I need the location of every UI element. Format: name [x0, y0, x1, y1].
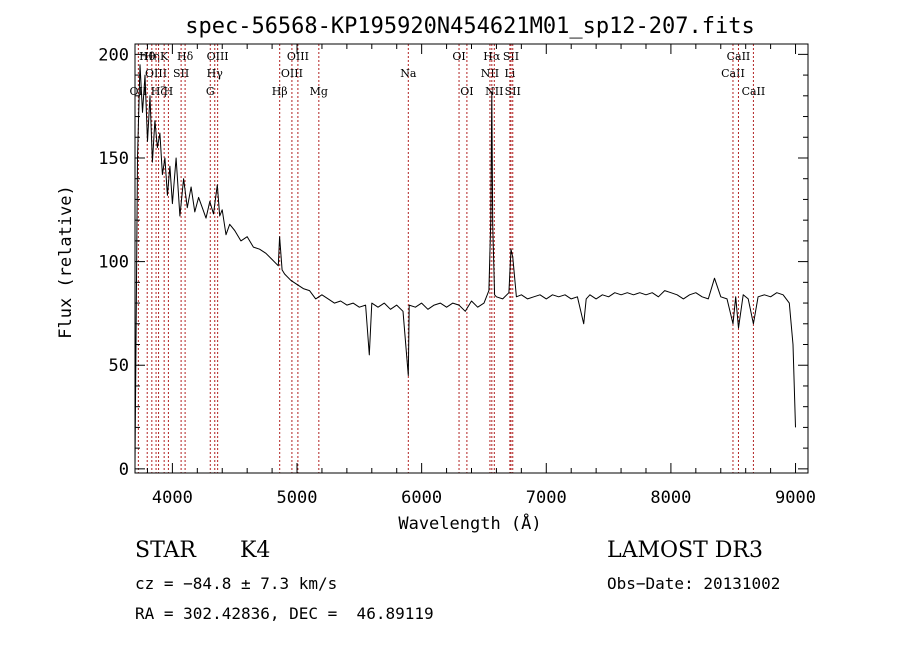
survey-name: LAMOST DR3: [607, 538, 763, 563]
marker-label: Na: [400, 67, 417, 80]
object-subclass: K4: [240, 538, 271, 563]
observation-date: Obs−Date: 20131002: [607, 574, 781, 593]
y-tick-label: 200: [98, 45, 129, 65]
marker-label: Hα: [483, 50, 501, 63]
x-tick-label: 7000: [526, 488, 567, 508]
marker-label: OI: [452, 50, 465, 63]
x-tick-label: 5000: [277, 488, 318, 508]
marker-label: SII: [503, 50, 519, 63]
marker-label: OIII: [287, 50, 309, 63]
x-tick-label: 6000: [401, 488, 442, 508]
marker-label: SII: [173, 67, 189, 80]
spectrum-line: [134, 64, 796, 465]
marker-label: Hη: [144, 50, 160, 63]
marker-label: G: [206, 85, 215, 98]
marker-label: Li: [504, 67, 515, 80]
y-axis-label: Flux (relative): [56, 185, 76, 339]
coordinates-text: RA = 302.42836, DEC = 46.89119: [135, 604, 434, 623]
marker-label: CaII: [721, 67, 745, 80]
marker-label: CaII: [742, 85, 766, 98]
marker-label: OIII: [145, 67, 167, 80]
object-class: STAR: [135, 538, 196, 563]
marker-label: OIII: [207, 50, 229, 63]
y-tick-label: 50: [109, 356, 129, 376]
marker-label: OI: [460, 85, 473, 98]
plot-area: [134, 64, 796, 465]
marker-label: H: [164, 85, 174, 98]
x-tick-label: 4000: [152, 488, 193, 508]
marker-label: K: [160, 50, 169, 63]
plot-frame: [134, 43, 809, 474]
chart-title: spec-56568-KP195920N454621M01_sp12-207.f…: [185, 14, 755, 39]
marker-label: CaII: [727, 50, 751, 63]
marker-label: Hγ: [207, 67, 224, 80]
line-markers: OIIHθHηOIIIHζKHSIIHδGHγOIIIHβOIIIOIIIMgN…: [130, 44, 766, 473]
x-tick-label: 9000: [775, 488, 816, 508]
y-tick-label: 100: [98, 253, 129, 273]
marker-label: Hβ: [272, 85, 288, 98]
marker-label: NII: [485, 85, 503, 98]
x-axis-label: Wavelength (Å): [398, 512, 541, 534]
y-tick-label: 0: [119, 460, 129, 480]
marker-label: OIII: [281, 67, 303, 80]
marker-label: Mg: [310, 85, 328, 98]
y-tick-label: 150: [98, 149, 129, 169]
marker-label: NII: [481, 67, 499, 80]
axes: 4000 5000 6000 7000 8000 9000 0 50 100 150 200: [98, 43, 816, 508]
marker-label: Hζ: [151, 85, 167, 98]
marker-label: Hδ: [177, 50, 194, 63]
x-tick-label: 8000: [650, 488, 691, 508]
redshift-text: cz = −84.8 ± 7.3 km/s: [135, 574, 338, 593]
marker-label: OII: [130, 85, 148, 98]
marker-label: SII: [505, 85, 521, 98]
